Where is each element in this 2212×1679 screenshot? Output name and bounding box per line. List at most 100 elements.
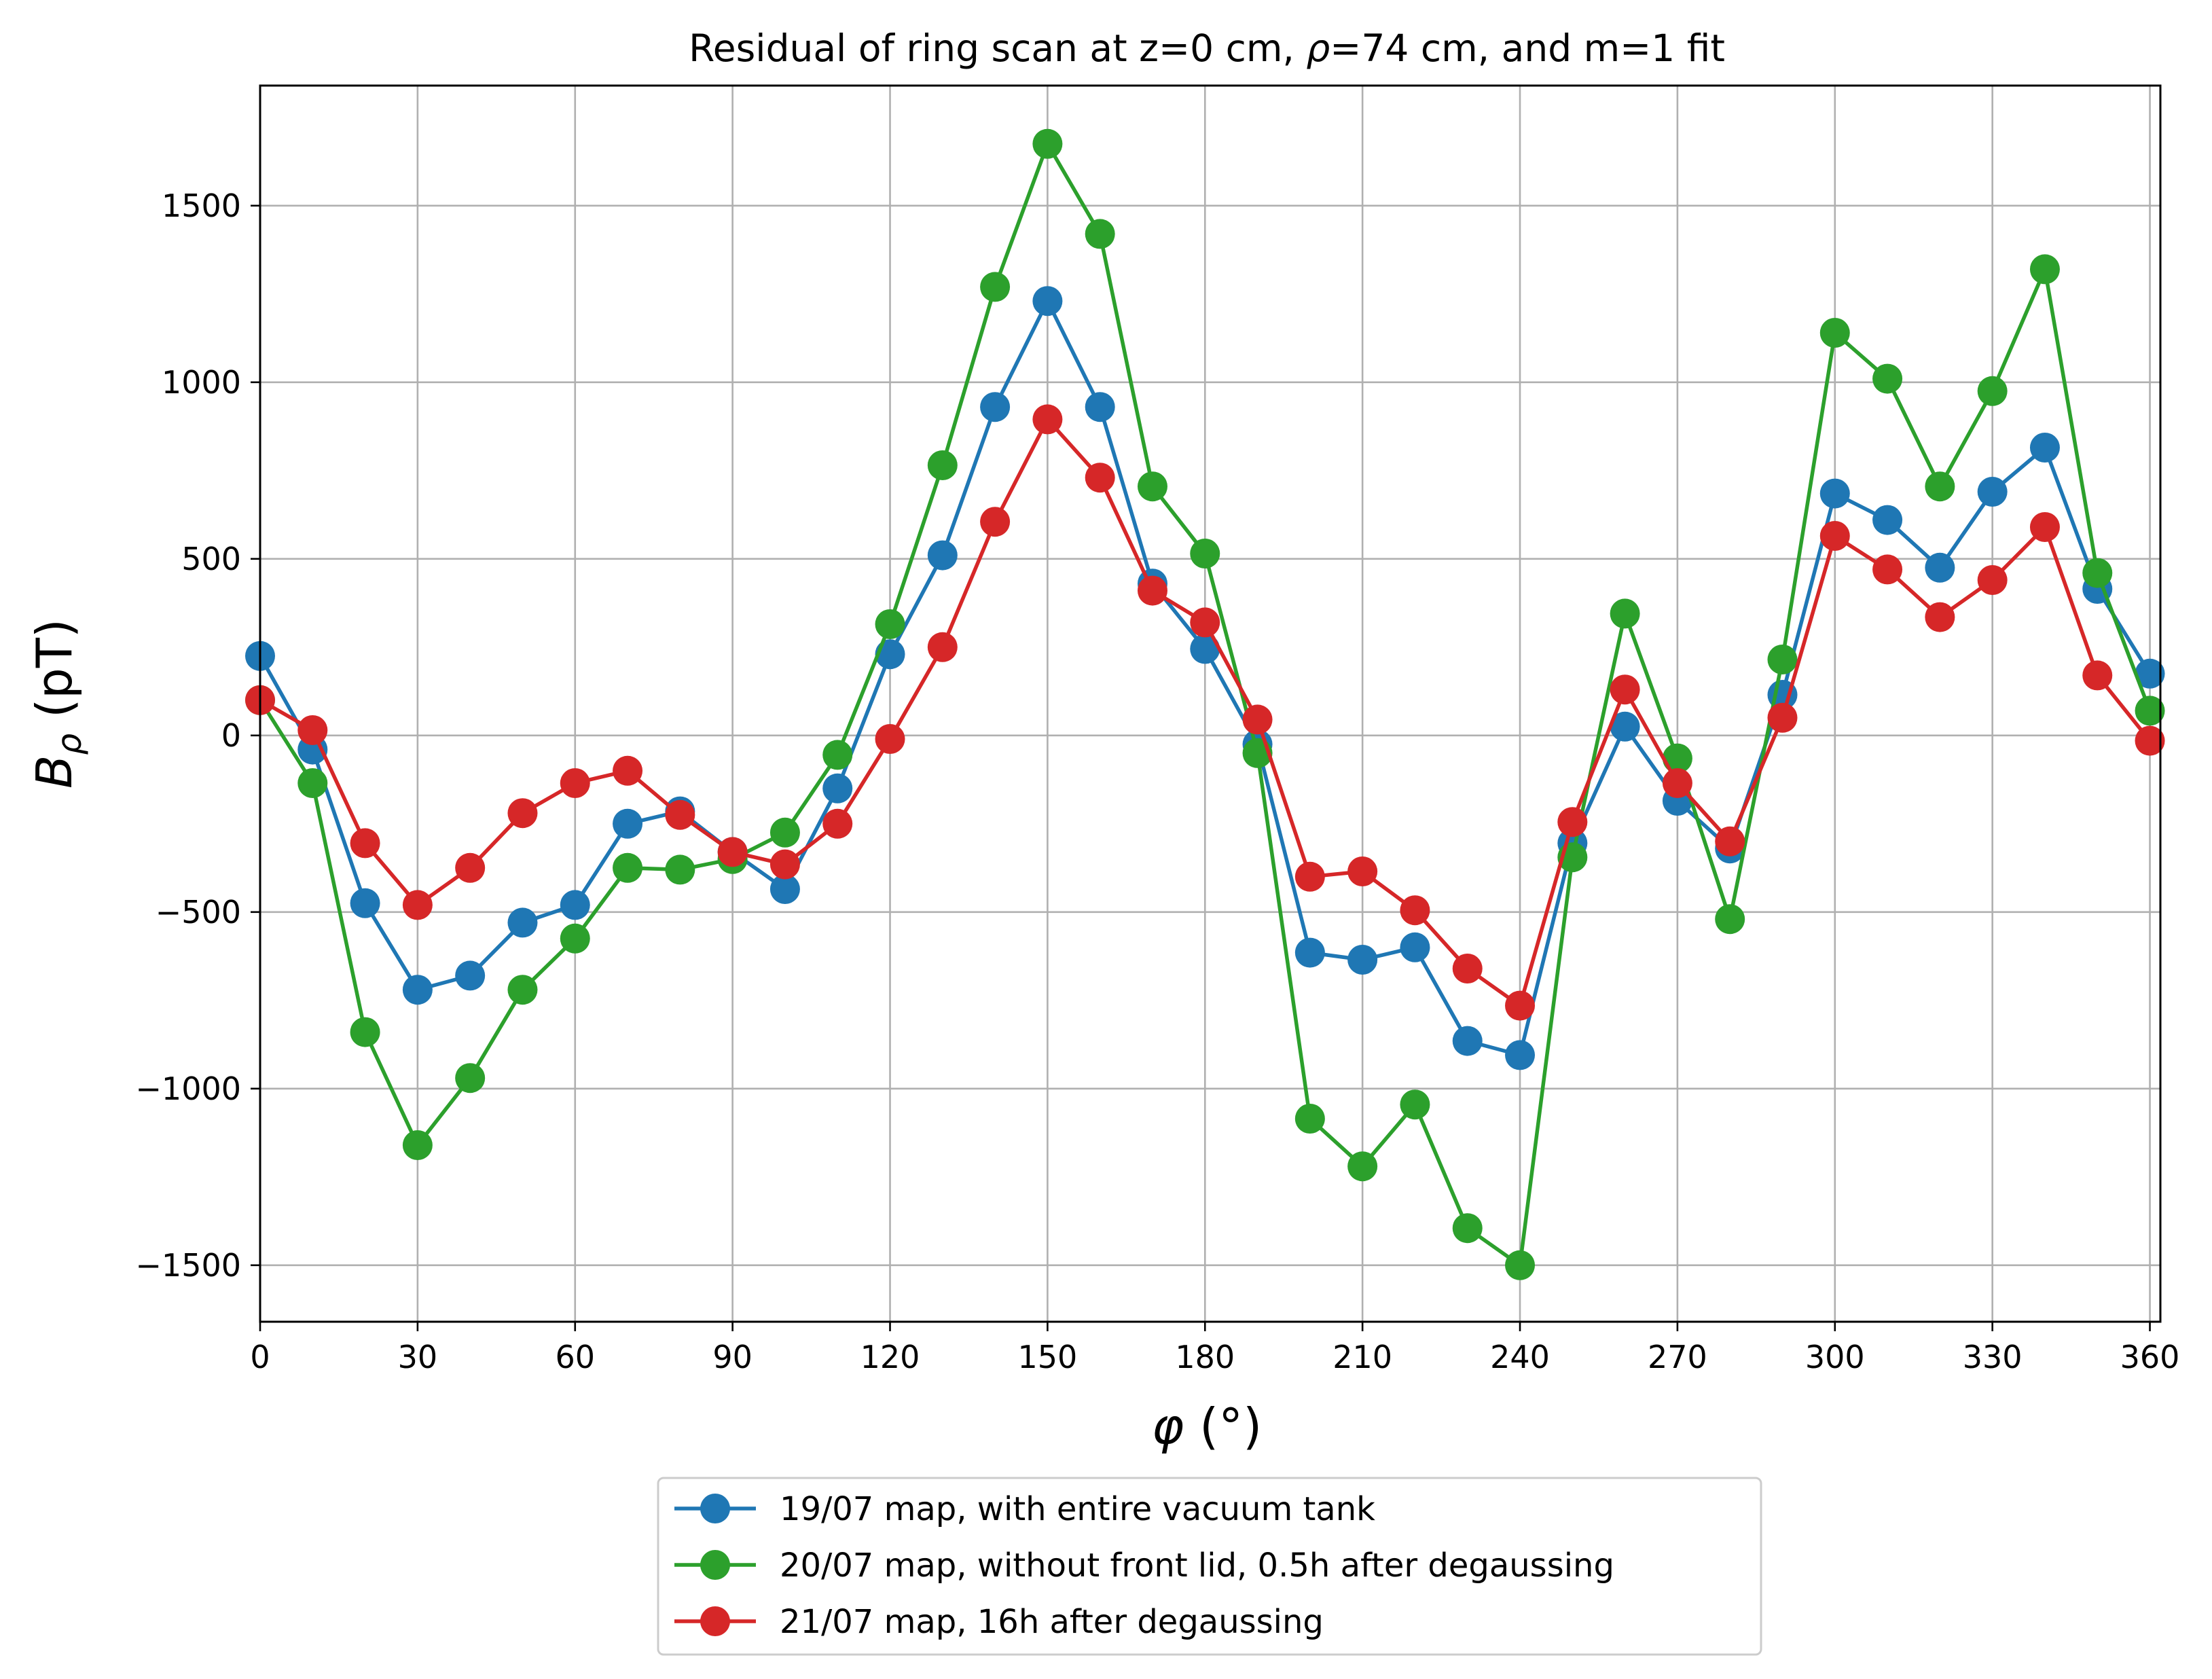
series-3-point [1662, 768, 1692, 798]
series-3-point [822, 808, 853, 839]
series-2-point [2135, 696, 2165, 726]
series-1-point [822, 773, 853, 804]
series-2-point [1190, 539, 1220, 568]
legend-entries: 19/07 map, with entire vacuum tank 20/07 … [674, 1490, 1614, 1641]
legend-marker [700, 1550, 730, 1580]
legend: 19/07 map, with entire vacuum tank 20/07 … [657, 1477, 1762, 1656]
series-2-point [350, 1017, 380, 1047]
series-3-point [613, 755, 643, 786]
legend-label: 19/07 map, with entire vacuum tank [780, 1490, 1375, 1528]
series-2-point [613, 852, 643, 883]
series-2-point [402, 1130, 433, 1160]
y-tick-label: 1000 [162, 364, 241, 401]
series-1-point [1505, 1040, 1536, 1070]
series-1-point [613, 808, 643, 839]
legend-marker [700, 1494, 730, 1523]
x-tick: 180 [1175, 1322, 1235, 1375]
x-tick-label: 360 [2120, 1339, 2180, 1375]
x-tick-label: 300 [1805, 1339, 1865, 1375]
series-1-point [1872, 505, 1903, 535]
series-2-point [1294, 1104, 1325, 1134]
series-1-point [1977, 477, 2008, 507]
series-2-point [1085, 219, 1115, 249]
y-tick: 1000 [162, 364, 260, 401]
x-tick-label: 120 [860, 1339, 920, 1375]
series-2-point [455, 1063, 486, 1094]
series-1-point [2029, 433, 2060, 463]
x-tick-label: 270 [1648, 1339, 1707, 1375]
series-2-point [1767, 645, 1798, 674]
series-1-point [769, 874, 800, 904]
series-1-point [455, 960, 486, 991]
x-tick: 270 [1648, 1322, 1707, 1375]
series-1-point [1452, 1026, 1483, 1056]
series-3 [245, 404, 2165, 1021]
series-3-point [402, 890, 433, 920]
y-tick-label: 1500 [162, 187, 241, 224]
series-2-point [1872, 363, 1903, 394]
legend-entry-2: 20/07 map, without front lid, 0.5h after… [674, 1547, 1614, 1585]
title-rho-symbol: ρ [1306, 26, 1330, 70]
y-tick: 500 [181, 541, 260, 577]
series-3-point [1190, 607, 1220, 638]
chart-title: Residual of ring scan at z=0 cm, ρ=74 cm… [689, 26, 1725, 70]
series-1-point [1347, 945, 1378, 975]
x-tick: 330 [1963, 1322, 2023, 1375]
x-tick-label: 90 [712, 1339, 753, 1375]
series-3-point [1400, 895, 1430, 926]
series-2-point [1452, 1213, 1483, 1244]
series-3-point [1819, 521, 1850, 551]
series-1-point [980, 392, 1011, 422]
y-tick-label: −500 [156, 894, 241, 931]
series-1-point [560, 890, 590, 920]
series-3-point [1137, 575, 1167, 606]
series-3-point [1347, 856, 1378, 886]
series-3-point [297, 715, 328, 745]
series-2-point [875, 609, 905, 639]
series-3-point [1032, 404, 1063, 435]
series-3-point [350, 828, 380, 859]
x-tick-label: 60 [555, 1339, 595, 1375]
series-3-point [560, 768, 590, 798]
series-3-point [980, 507, 1011, 537]
series-2-point [927, 450, 958, 480]
series-2-point [1715, 904, 1745, 935]
x-tick-label: 0 [250, 1339, 270, 1375]
series-3-point [1925, 602, 1955, 632]
x-tick-label: 180 [1175, 1339, 1235, 1375]
series-1-point [1190, 634, 1220, 664]
series-3-point [1557, 807, 1588, 837]
x-tick: 120 [860, 1322, 920, 1375]
series-1-point [1085, 392, 1115, 422]
series-3-point [1505, 990, 1536, 1021]
x-tick: 60 [555, 1322, 595, 1375]
y-tick: −1500 [135, 1247, 260, 1284]
series-1-point [402, 975, 433, 1005]
series-2-point [507, 975, 538, 1005]
x-tick: 90 [712, 1322, 753, 1375]
x-tick: 30 [398, 1322, 437, 1375]
y-axis-ticks: −1500 −1000 −500 0 500 1000 1500 [135, 187, 260, 1284]
x-tick: 0 [250, 1322, 270, 1375]
x-tick: 210 [1332, 1322, 1392, 1375]
series-3-point [1977, 565, 2008, 595]
series-2-point [2082, 558, 2113, 588]
x-tick-label: 330 [1963, 1339, 2023, 1375]
plot-frame [259, 84, 2162, 1323]
x-tick-label: 150 [1017, 1339, 1077, 1375]
y-tick-label: −1000 [135, 1070, 241, 1107]
series-3-point [665, 799, 695, 830]
series-2-point [1505, 1250, 1536, 1280]
series-3-point [2082, 660, 2113, 691]
series-3-point [927, 632, 958, 662]
series-1-point [1819, 478, 1850, 509]
series-1-point [507, 907, 538, 938]
series-3-point [1452, 954, 1483, 983]
series-1-point [1925, 552, 1955, 583]
x-tick-label: 240 [1490, 1339, 1550, 1375]
series-2-point [769, 817, 800, 848]
legend-frame [657, 1477, 1762, 1656]
y-tick-label: −1500 [135, 1247, 241, 1284]
legend-label: 21/07 map, 16h after degaussing [780, 1603, 1324, 1641]
